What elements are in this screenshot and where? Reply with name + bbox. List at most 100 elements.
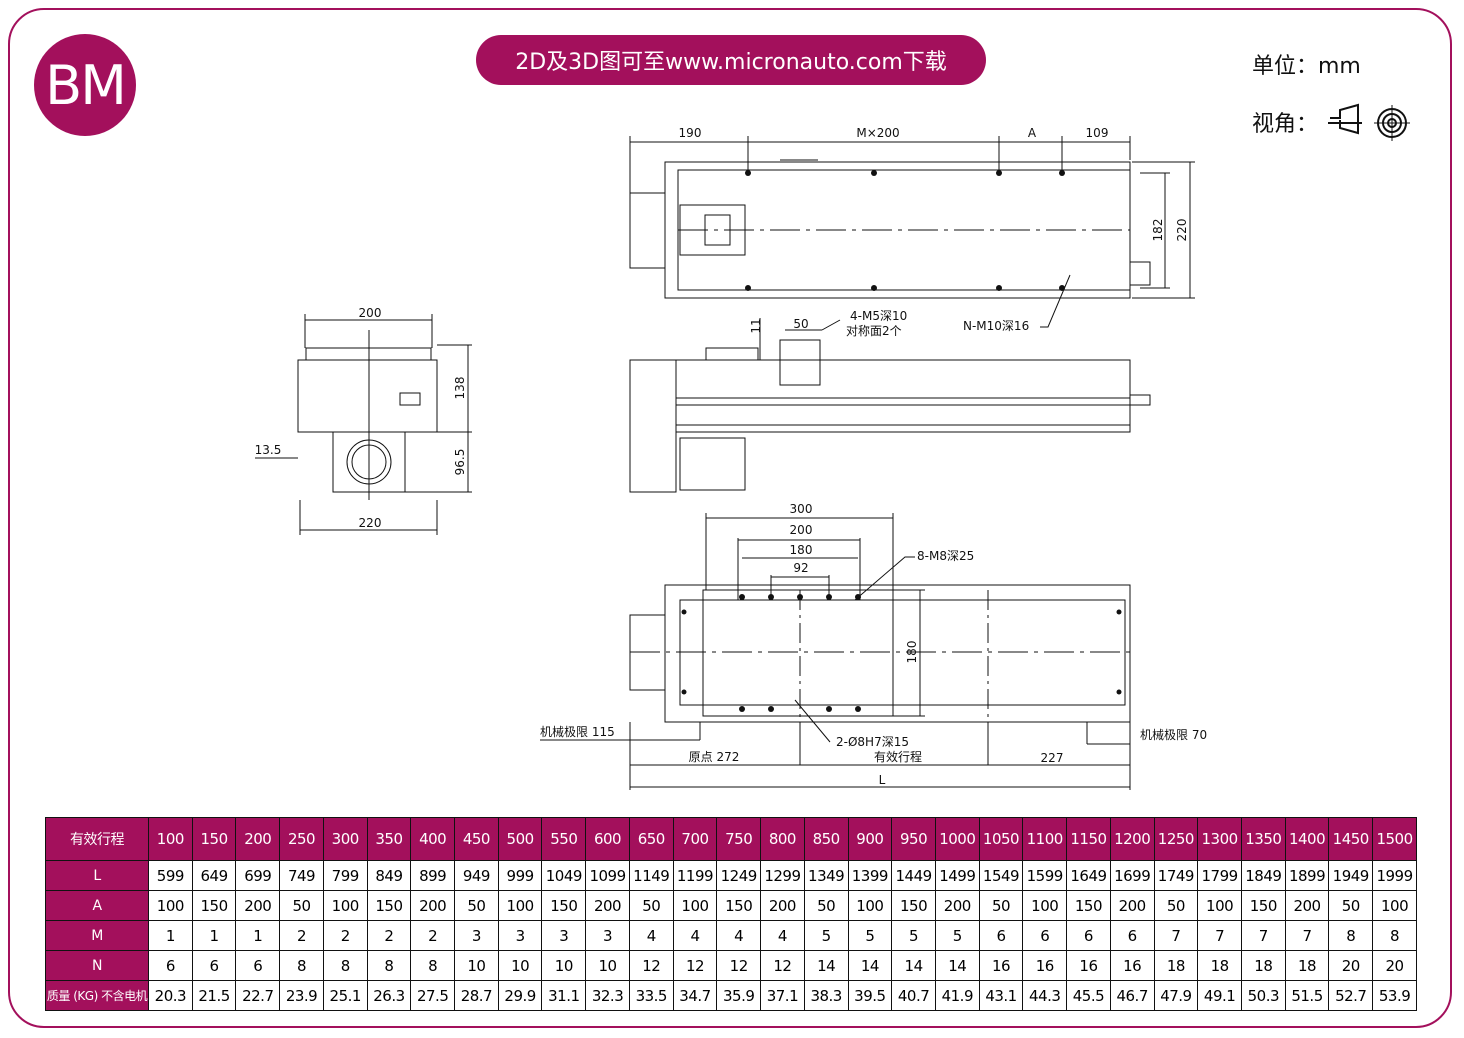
stroke-cell: 450 [454, 817, 499, 861]
value-cell: 4 [716, 920, 762, 951]
value-cell: 50 [1153, 890, 1199, 921]
value-cell: 18 [1284, 950, 1330, 981]
value-cell: 100 [672, 890, 718, 921]
end-dim-138: 138 [453, 377, 467, 400]
value-cell: 31.1 [541, 980, 587, 1011]
value-cell: 6 [1066, 920, 1111, 951]
bot-dim-200: 200 [790, 523, 813, 537]
stroke-cell: 650 [628, 817, 674, 861]
row-label: 质量 (KG) 不含电机 [45, 980, 149, 1011]
stroke-cell: 250 [279, 817, 324, 861]
value-cell: 100 [497, 890, 543, 921]
stroke-cell: 900 [847, 817, 893, 861]
stroke-cell: 1100 [1022, 817, 1068, 861]
stroke-cell: 1000 [934, 817, 980, 861]
value-cell: 53.9 [1372, 980, 1417, 1011]
bottom-view [540, 513, 1131, 790]
table-row: L 599 649 699 749 799 849 899 949 999 1049 1099 1149… [45, 860, 1417, 891]
value-cell: 27.5 [410, 980, 456, 1011]
label-m5-sym: 对称面2个 [846, 324, 902, 338]
end-view [255, 314, 472, 535]
stroke-cell: 700 [672, 817, 718, 861]
value-cell: 100 [847, 890, 893, 921]
dim-11: 11 [749, 318, 763, 333]
label-limit-right: 机械极限 70 [1140, 727, 1207, 742]
stroke-cell: 350 [366, 817, 412, 861]
value-cell: 3 [454, 920, 499, 951]
value-cell: 1749 [1153, 860, 1199, 891]
value-cell: 200 [1109, 890, 1155, 921]
table-row: 质量 (KG) 不含电机 20.3 21.5 22.7 23.9 25.1 26.3 27.5… [45, 980, 1417, 1011]
value-cell: 1649 [1066, 860, 1111, 891]
stroke-cell: 1150 [1066, 817, 1111, 861]
spec-table: 有效行程 100 150 200 250 300 350 400 450 500 550 600 650… [45, 817, 1417, 1011]
value-cell: 12 [628, 950, 674, 981]
dim-a: A [1028, 126, 1037, 140]
stroke-cell: 1350 [1240, 817, 1286, 861]
stroke-cell: 150 [191, 817, 237, 861]
value-cell: 2 [366, 920, 412, 951]
value-cell: 6 [235, 950, 281, 981]
stroke-cell: 600 [585, 817, 630, 861]
stroke-cell: 400 [410, 817, 456, 861]
value-cell: 44.3 [1022, 980, 1068, 1011]
stroke-cell: 550 [541, 817, 587, 861]
dim-50: 50 [793, 317, 808, 331]
header-label: 有效行程 [45, 817, 149, 861]
value-cell: 749 [279, 860, 324, 891]
value-cell: 25.1 [322, 980, 368, 1011]
value-cell: 200 [410, 890, 456, 921]
value-cell: 6 [978, 920, 1024, 951]
value-cell: 46.7 [1109, 980, 1155, 1011]
value-cell: 8 [279, 950, 324, 981]
value-cell: 200 [585, 890, 630, 921]
value-cell: 12 [760, 950, 805, 981]
bm-logo: BM [34, 34, 136, 136]
value-cell: 50.3 [1240, 980, 1286, 1011]
value-cell: 3 [585, 920, 630, 951]
value-cell: 18 [1153, 950, 1199, 981]
value-cell: 23.9 [279, 980, 324, 1011]
value-cell: 12 [716, 950, 762, 981]
stroke-cell: 950 [891, 817, 936, 861]
value-cell: 43.1 [978, 980, 1024, 1011]
value-cell: 1349 [803, 860, 849, 891]
row-label: L [45, 860, 149, 891]
value-cell: 150 [1066, 890, 1111, 921]
value-cell: 949 [454, 860, 499, 891]
value-cell: 35.9 [716, 980, 762, 1011]
value-cell: 7 [1153, 920, 1199, 951]
label-L: L [879, 773, 886, 787]
value-cell: 8 [1372, 920, 1417, 951]
value-cell: 899 [410, 860, 456, 891]
label-limit-left: 机械极限 115 [540, 724, 615, 739]
value-cell: 16 [1022, 950, 1068, 981]
value-cell: 50 [1328, 890, 1374, 921]
value-cell: 50 [279, 890, 324, 921]
value-cell: 37.1 [760, 980, 805, 1011]
stroke-cell: 1200 [1109, 817, 1155, 861]
value-cell: 4 [628, 920, 674, 951]
value-cell: 100 [1022, 890, 1068, 921]
value-cell: 39.5 [847, 980, 893, 1011]
value-cell: 4 [672, 920, 718, 951]
top-view [629, 136, 1195, 328]
dim-190: 190 [679, 126, 702, 140]
value-cell: 999 [497, 860, 543, 891]
label-m10: N-M10深16 [963, 319, 1029, 333]
value-cell: 2 [279, 920, 324, 951]
value-cell: 14 [803, 950, 849, 981]
value-cell: 7 [1240, 920, 1286, 951]
table-row: N 6 6 6 8 8 8 8 10 10 10 10 12 12 12 12 14 14 14 14 16 16 16 16… [45, 950, 1417, 981]
value-cell: 7 [1284, 920, 1330, 951]
value-cell: 1449 [891, 860, 936, 891]
value-cell: 2 [410, 920, 456, 951]
value-cell: 1549 [978, 860, 1024, 891]
value-cell: 14 [847, 950, 893, 981]
value-cell: 1899 [1284, 860, 1330, 891]
value-cell: 16 [1109, 950, 1155, 981]
side-view [629, 318, 1151, 493]
stroke-cell: 1400 [1284, 817, 1330, 861]
value-cell: 3 [541, 920, 587, 951]
value-cell: 20 [1328, 950, 1374, 981]
